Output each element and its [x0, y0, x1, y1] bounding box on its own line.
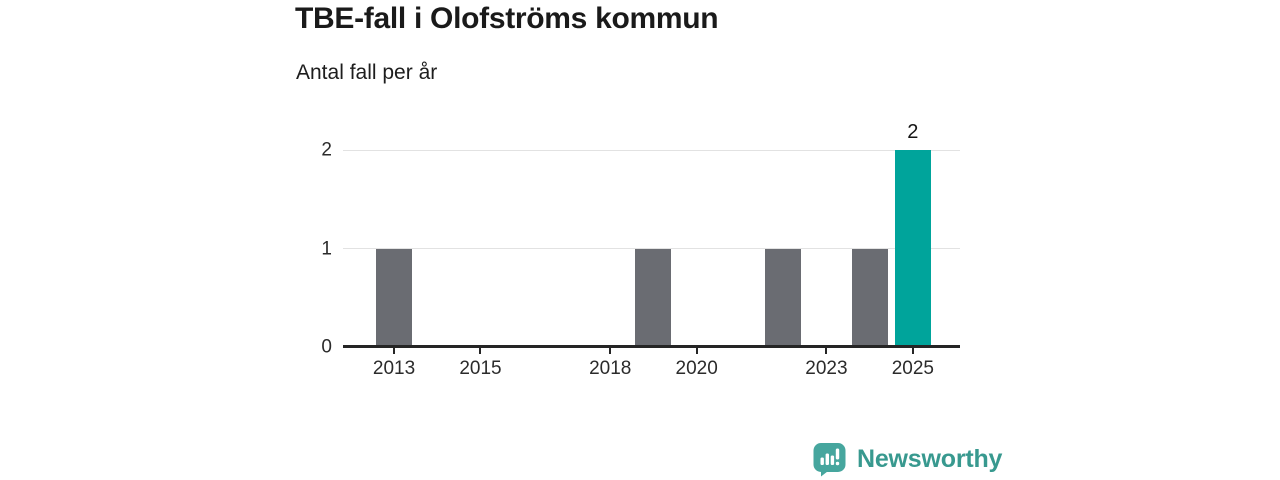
x-axis-tick-label: 2018 — [589, 358, 632, 379]
bar-value-label: 2 — [907, 121, 919, 143]
x-axis-tick-mark — [825, 348, 828, 354]
bar — [635, 248, 672, 347]
x-axis-tick-mark — [695, 348, 698, 354]
x-axis-tick-mark — [911, 348, 914, 354]
x-axis-tick-mark — [479, 348, 482, 354]
bar — [376, 248, 413, 347]
x-axis-tick-label: 2020 — [675, 358, 718, 379]
newsworthy-logo: Newsworthy — [811, 440, 1002, 478]
bar — [851, 248, 888, 347]
x-axis-tick-label: 2015 — [459, 358, 502, 379]
bar — [765, 248, 802, 347]
y-axis-tick-label: 1 — [321, 238, 332, 259]
newsworthy-speech-bubble-bar-chart-icon — [811, 440, 848, 478]
y-axis-tick-label: 0 — [321, 336, 332, 358]
x-axis-tick-label: 2025 — [891, 358, 934, 379]
newsworthy-wordmark: Newsworthy — [857, 444, 1003, 473]
x-axis-tick-label: 2023 — [805, 358, 848, 379]
chart-title: TBE-fall i Olofströms kommun — [295, 2, 719, 35]
y-axis-tick-label: 2 — [321, 139, 332, 161]
chart-subtitle: Antal fall per år — [296, 61, 438, 84]
y-gridline — [343, 149, 960, 151]
x-axis-tick-mark — [609, 348, 612, 354]
x-axis-tick-label: 2013 — [372, 358, 416, 379]
bar-highlighted — [894, 150, 931, 347]
x-axis-line — [343, 345, 960, 348]
x-axis-tick-mark — [393, 348, 396, 354]
